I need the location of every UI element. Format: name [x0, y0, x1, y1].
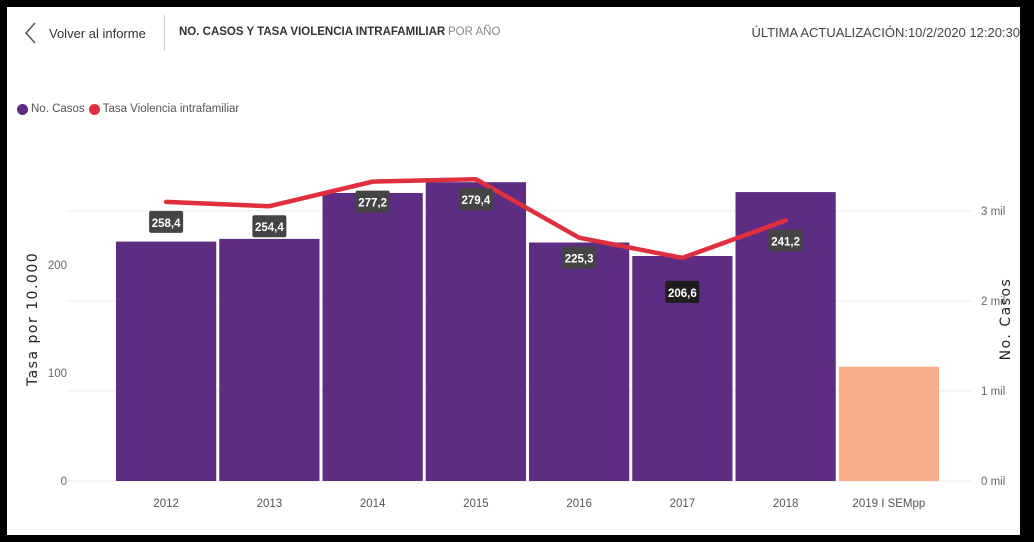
chevron-left-icon[interactable] [23, 21, 37, 45]
y-tick-label-right: 3 mil [981, 206, 1005, 218]
report-title: NO. CASOS Y TASA VIOLENCIA INTRAFAMILIAR [179, 26, 446, 38]
legend-item-casos[interactable]: No. Casos [17, 103, 85, 115]
y-tick-label-right: 1 mil [981, 386, 1005, 398]
y-tick-label-left: 100 [48, 368, 67, 380]
chart-legend: No. Casos Tasa Violencia intrafamiliar [17, 103, 243, 115]
data-label-text: 277,2 [358, 198, 387, 210]
last-update-text: ÚLTIMA ACTUALIZACIÓN:10/2/2020 12:20:30 [751, 25, 1020, 40]
data-label: 277,2 [355, 190, 390, 213]
data-label-text: 254,4 [255, 222, 284, 234]
y-tick-label-left: 200 [48, 260, 67, 272]
legend-label-tasa: Tasa Violencia intrafamiliar [102, 103, 240, 115]
data-label-box [252, 215, 287, 238]
y-axis-title-right: No. Casos [998, 278, 1014, 361]
report-frame: Volver al informe NO. CASOS Y TASA VIOLE… [7, 7, 1020, 535]
x-tick-label: 2015 [463, 498, 489, 510]
bar-no-casos [116, 241, 217, 481]
data-label-box [562, 246, 597, 269]
legend-label-casos: No. Casos [31, 103, 85, 115]
x-tick-label: 2016 [566, 498, 592, 510]
data-label-box [768, 229, 803, 252]
data-label: 258,4 [149, 210, 184, 233]
x-tick-label: 2018 [773, 498, 799, 510]
data-label-box [149, 210, 184, 233]
bar-no-casos [529, 242, 630, 481]
data-label: 225,3 [562, 246, 597, 269]
top-bar: Volver al informe NO. CASOS Y TASA VIOLE… [7, 7, 1020, 59]
data-label: 254,4 [252, 215, 287, 238]
data-label: 206,6 [665, 280, 700, 303]
x-tick-label: 2012 [153, 498, 179, 510]
x-tick-label: 2017 [670, 498, 696, 510]
data-label-text: 241,2 [771, 237, 800, 249]
x-tick-label: 2014 [360, 498, 386, 510]
combo-chart: 258,4 254,4 277,2 279,4 225,3 206,6 241,2 2012… [25, 176, 1014, 510]
data-label: 241,2 [768, 229, 803, 252]
data-label-text: 279,4 [461, 195, 490, 207]
report-subtitle: POR AÑO [448, 26, 501, 38]
x-tick-label: 2019 I SEMpp [852, 498, 925, 510]
legend-swatch-tasa [88, 103, 100, 115]
y-tick-label-right: 2 mil [981, 296, 1005, 308]
data-label-text: 206,6 [668, 288, 697, 300]
data-label-box [458, 188, 493, 211]
x-tick-label: 2013 [257, 498, 283, 510]
data-label-box [665, 280, 700, 303]
bar-no-casos [838, 366, 939, 481]
data-label: 279,4 [458, 188, 493, 211]
y-tick-label-right: 0 mil [981, 476, 1005, 488]
legend-item-tasa[interactable]: Tasa Violencia intrafamiliar [88, 103, 240, 115]
bar-no-casos [219, 238, 320, 481]
data-label-text: 225,3 [565, 254, 594, 266]
divider [164, 15, 165, 51]
bar-no-casos [425, 182, 526, 481]
y-tick-label-left: 0 [61, 476, 67, 488]
legend-swatch-casos [17, 103, 28, 115]
bar-no-casos [322, 193, 423, 481]
data-label-box [355, 190, 390, 213]
y-axis-title-left: Tasa por 10.000 [25, 252, 41, 387]
back-to-report-link[interactable]: Volver al informe [49, 26, 146, 41]
data-label-text: 258,4 [152, 218, 181, 230]
line-tasa-violencia [163, 176, 788, 261]
